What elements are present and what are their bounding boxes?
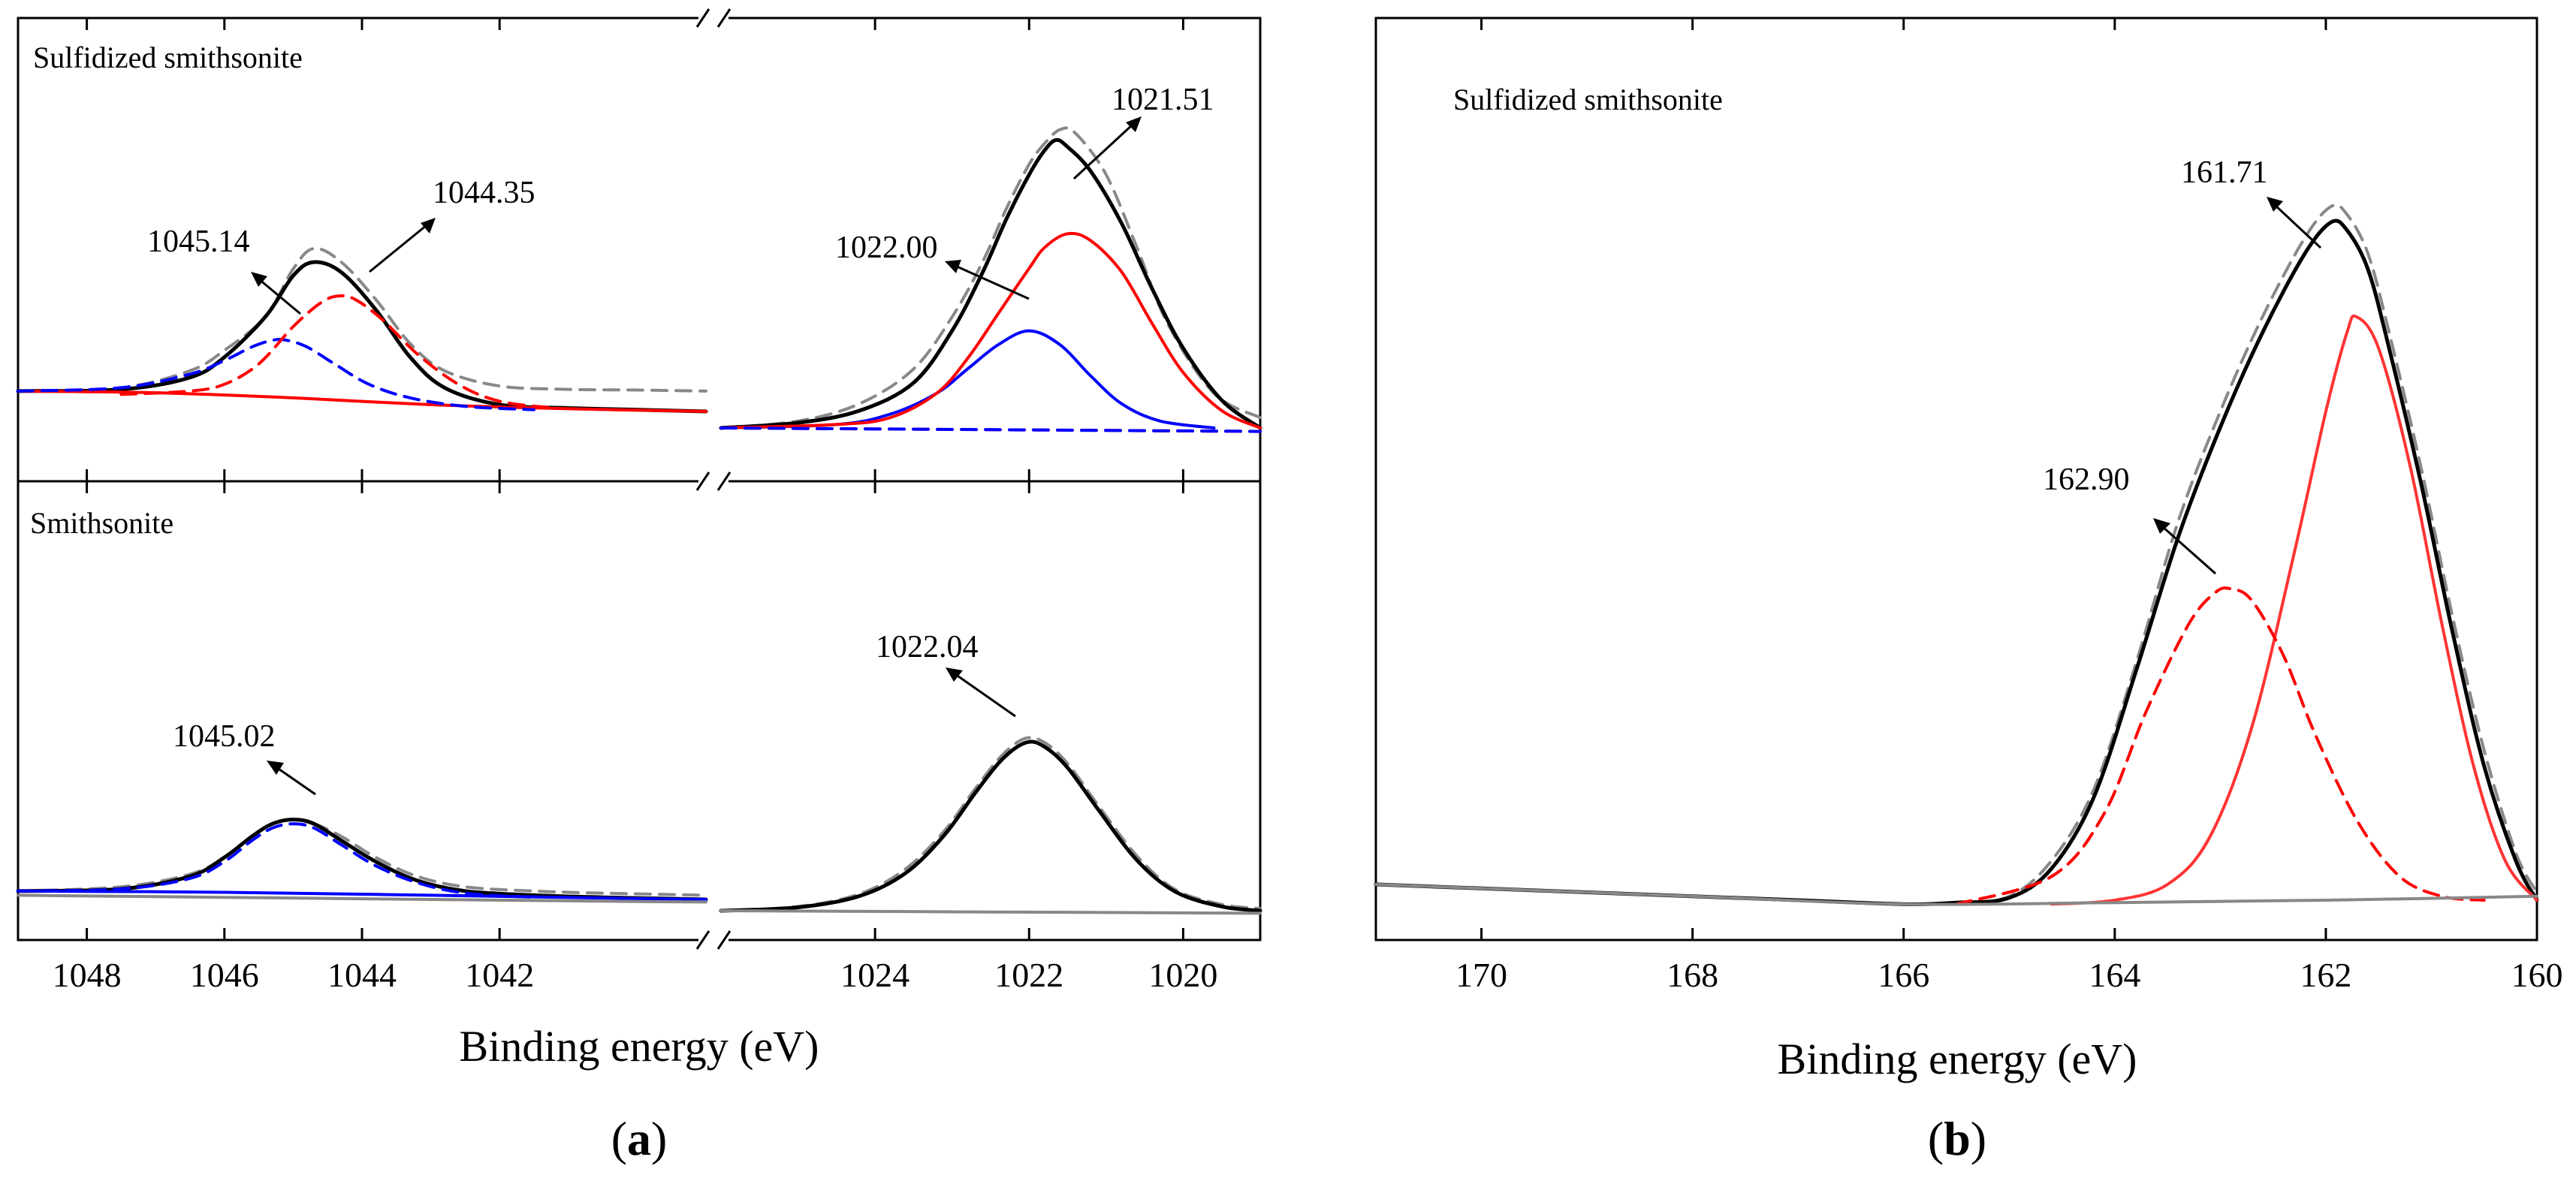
a-bot-left-component-1045-02-line [17,822,535,899]
panel-b-letter-text: b [1944,1112,1971,1165]
arrowhead-1045-14 [251,272,267,287]
a-bot-right-background-line [719,909,1262,915]
smithsonite-zn2p3-curves [719,736,1262,915]
panel-a-letter-text: a [627,1112,651,1165]
panel-b-tick-label-160: 160 [2511,956,2563,994]
a-bot-left-background-line [17,893,707,904]
smithsonite-zn2p1-curves [16,818,708,904]
peak-label-1044-35: 1044.35 [433,176,535,210]
arrowhead-162-90 [2153,518,2170,534]
arrow-162-90 [2162,526,2216,575]
panel-b-tick-label-168: 168 [1667,956,1718,994]
panel-a-letter: (a) [611,1112,668,1165]
arrow-1022-04 [955,673,1016,718]
peak-label-1022-04: 1022.04 [876,630,979,664]
panel-a-seg0-tick-label-1042: 1042 [465,956,534,994]
panel-b-annotation-arrows [2153,197,2322,575]
panel-a-seg1-tick-label-1022: 1022 [994,956,1063,994]
panel-a-seg0-tick-label-1046: 1046 [190,956,259,994]
a-top-left-component-1045-14-line [17,337,535,411]
a-top-left-component-1044-35-line [119,294,557,410]
panel-b-letter: (b) [1928,1112,1986,1165]
a-bot-right-envelope-line [719,740,1262,913]
peak-label-1022-00: 1022.00 [835,230,938,265]
panel-b-x-ticks: 170 168 166 164 162 160 [1455,18,2563,994]
sulfidized-zn2p3-curves [719,126,1262,433]
a-top-right-component-1021-51-line [719,231,1262,429]
arrow-1022-00 [955,264,1030,300]
a-top-left-raw-data-line [17,246,707,393]
panel-b-frame [1374,17,2538,941]
panel-b-tick-label-162: 162 [2300,956,2351,994]
peak-label-1045-14: 1045.14 [147,224,250,259]
sample-label-smithsonite: Smithsonite [30,506,173,540]
panel-a-x-ticks: 1048 1046 1044 1042 1024 1022 1020 [53,18,1217,994]
sulfidized-zn2p1-curves [16,246,708,414]
panel-b-tick-label-170: 170 [1455,956,1507,994]
arrow-1045-14 [258,278,301,315]
sample-label-panel-b: Sulfidized smithsonite [1453,83,1723,116]
a-top-right-component-1022-00-line [719,329,1216,429]
panel-b-x-axis-label: Binding energy (eV) [1778,1035,2137,1083]
peak-label-162-90: 162.90 [2043,462,2130,497]
peak-label-161-71: 161.71 [2181,155,2268,190]
a-top-left-baseline-line [17,389,707,413]
peak-label-1045-02: 1045.02 [173,719,276,754]
panel-b-raw-data-line [1374,203,2538,906]
arrowhead-1021-51 [1126,116,1142,132]
arrow-1021-51 [1072,123,1134,180]
peak-label-1021-51: 1021.51 [1112,83,1214,117]
sample-label-sulfidized: Sulfidized smithsonite [33,41,303,74]
panel-b-component-161-71-line [2050,314,2538,906]
arrowhead-1022-04 [946,667,963,682]
a-top-right-raw-data-line [719,126,1262,429]
panel-a-zn2p-spectra: 1048 1046 1044 1042 1024 1022 1020 Sulfidized … [16,8,1262,1165]
panel-a-seg1-tick-label-1024: 1024 [840,956,909,994]
panel-a-annotation-arrows [251,116,1142,796]
panel-b-curves [1374,203,2539,906]
arrowhead-161-71 [2267,197,2283,212]
a-top-right-envelope-line [719,137,1262,430]
a-bot-left-baseline-blue-line [17,889,707,901]
arrow-1044-35 [369,224,427,273]
a-top-right-baseline-blue-line [719,426,1262,433]
arrowhead-1022-00 [945,260,961,273]
panel-b-tick-label-164: 164 [2089,956,2140,994]
arrowhead-1045-02 [267,761,284,775]
panel-b-component-162-90-line [1955,586,2486,906]
panel-a-seg0-tick-label-1044: 1044 [327,956,397,994]
axis-break-marks [695,8,731,950]
arrow-161-71 [2274,204,2322,249]
panel-a-bottom-frame [17,480,1262,941]
panel-a-seg0-tick-label-1048: 1048 [53,956,122,994]
panel-b-envelope-line [1374,218,2539,906]
panel-b-tick-label-166: 166 [1878,956,1929,994]
arrow-1045-02 [276,766,316,796]
panel-a-x-axis-label: Binding energy (eV) [460,1022,819,1071]
panel-b-baseline-line [1374,883,2538,906]
panel-a-seg1-tick-label-1020: 1020 [1148,956,1217,994]
panel-b-s2p-spectrum: 170 168 166 164 162 160 Sulfidized smithsonit… [1374,17,2563,1165]
a-bot-left-envelope-line [16,818,708,902]
a-bot-right-raw-data-line [719,736,1262,912]
arrowhead-1044-35 [421,218,436,233]
